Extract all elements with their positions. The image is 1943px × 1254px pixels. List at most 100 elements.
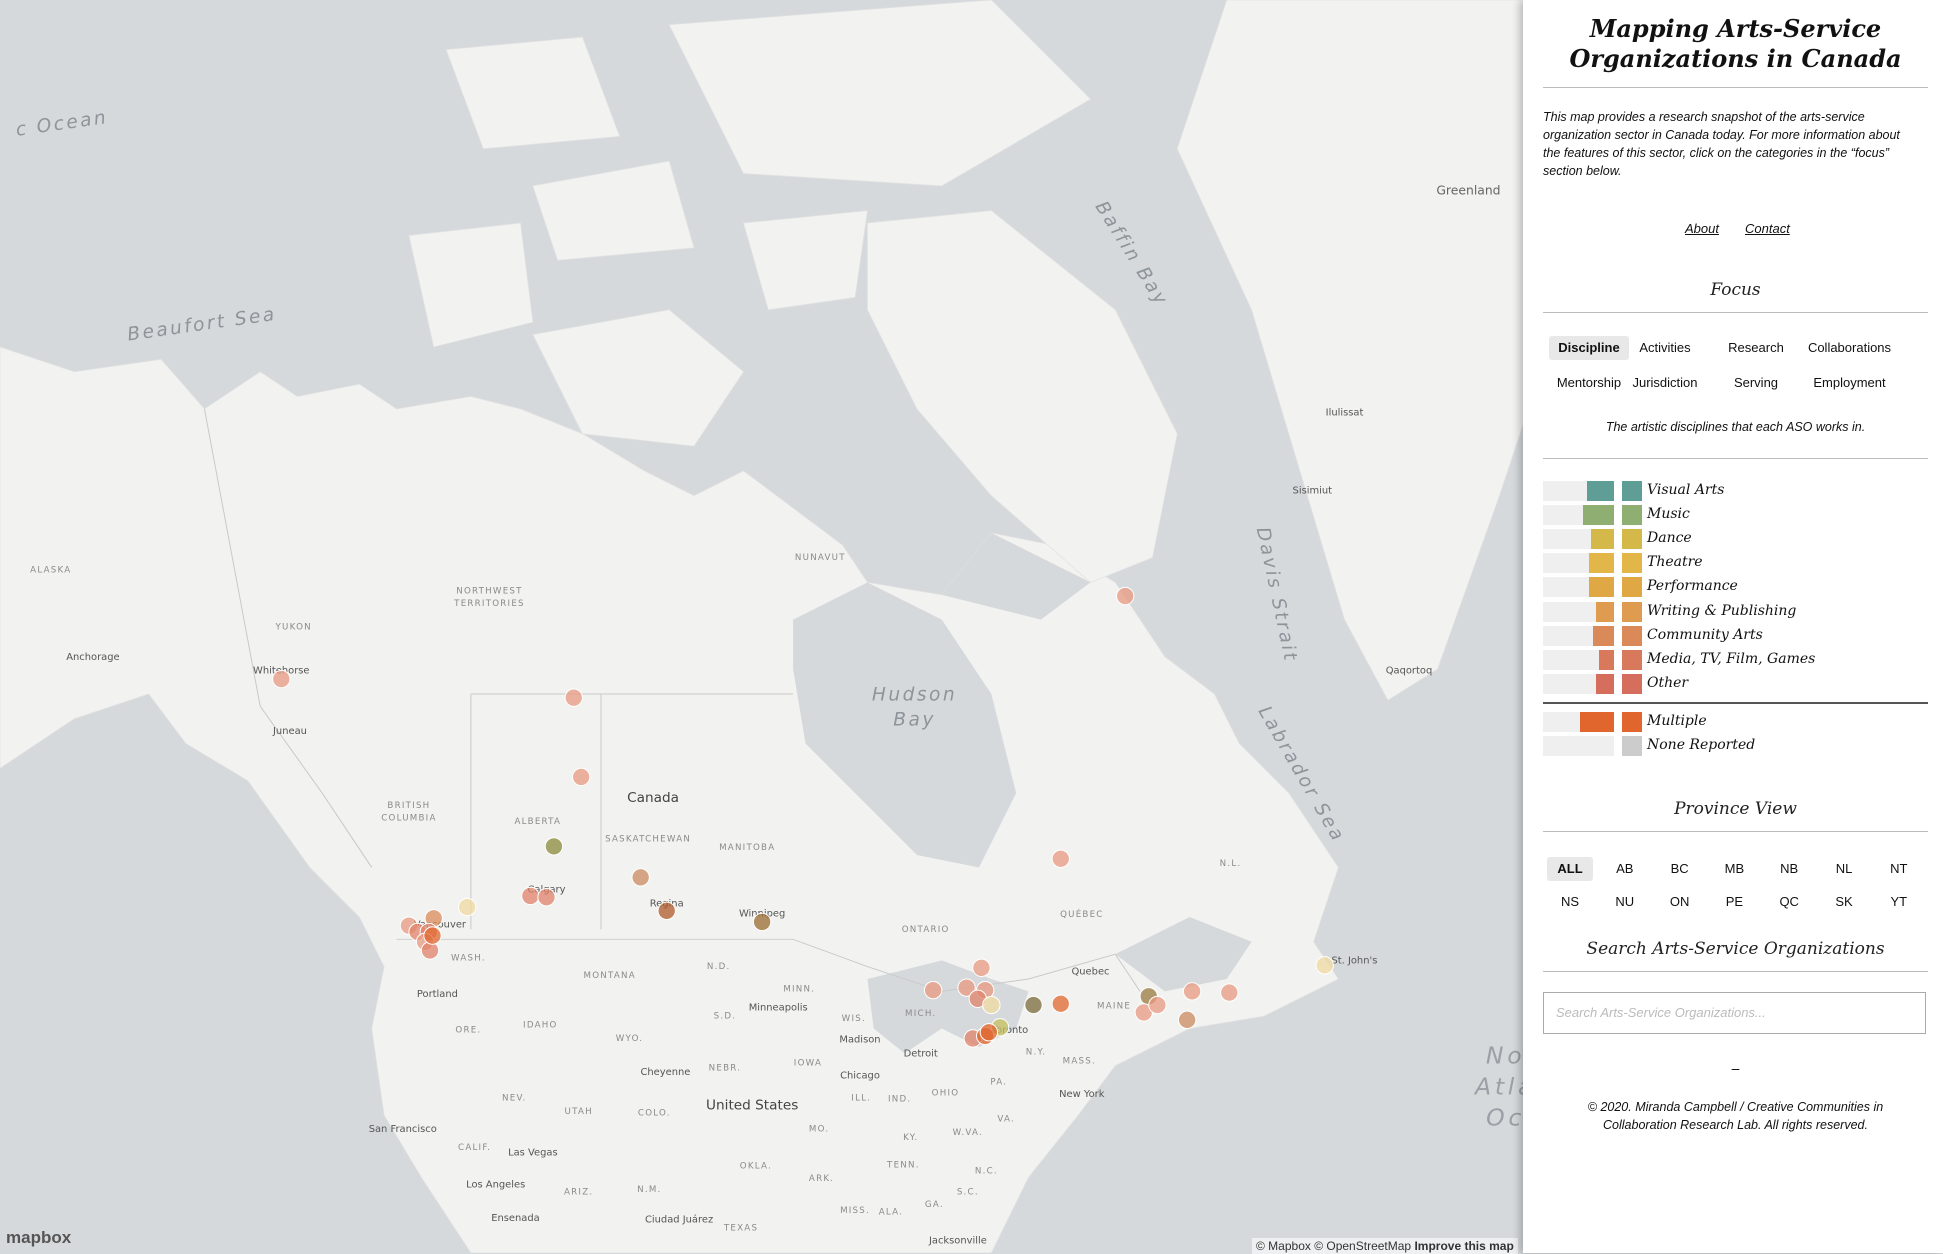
map-label: ONTARIO [902, 925, 950, 935]
legend-row[interactable]: Visual Arts [1543, 481, 1928, 501]
map-label: ARIZ. [564, 1188, 593, 1198]
map-label: Toronto [991, 1025, 1029, 1036]
legend-label: Writing & Publishing [1647, 602, 1797, 619]
province-button[interactable]: PE [1725, 894, 1744, 909]
legend-bar [1583, 505, 1614, 526]
province-button[interactable]: SK [1835, 894, 1853, 909]
organization-marker[interactable] [1177, 1010, 1197, 1030]
organization-marker[interactable] [1148, 995, 1167, 1015]
province-button[interactable]: NU [1615, 894, 1635, 909]
borders [203, 408, 1141, 992]
province-title: Province View [1674, 799, 1797, 819]
organization-marker[interactable] [564, 688, 583, 707]
organization-marker[interactable] [982, 995, 1001, 1015]
organization-marker[interactable] [631, 868, 650, 887]
province-button[interactable]: BC [1670, 861, 1689, 876]
organization-marker[interactable] [957, 978, 976, 997]
legend-swatch [1622, 673, 1642, 694]
focus-tab[interactable]: Mentorship [1556, 375, 1622, 390]
legend-bar [1593, 625, 1614, 646]
province-button[interactable]: AB [1616, 861, 1634, 876]
contact-link[interactable]: Contact [1745, 221, 1790, 236]
baffin-island [867, 210, 1178, 583]
legend-row[interactable]: Multiple [1543, 712, 1928, 732]
organization-marker[interactable] [972, 958, 991, 977]
province-button[interactable]: ALL [1547, 857, 1593, 881]
map-label: SASKATCHEWAN [605, 834, 691, 844]
organization-marker[interactable] [979, 1023, 999, 1042]
improve-link[interactable]: Improve this map [1414, 1239, 1514, 1253]
attribution-text: © Mapbox © OpenStreetMap [1256, 1239, 1412, 1253]
province-button[interactable]: NS [1560, 894, 1580, 909]
province-button[interactable]: YT [1890, 894, 1908, 909]
legend-bar [1590, 529, 1614, 550]
map-label: Detroit [904, 1048, 938, 1059]
organization-marker[interactable] [544, 837, 564, 856]
focus-tab[interactable]: Serving [1733, 375, 1779, 390]
legend-swatch [1622, 577, 1642, 598]
organization-marker[interactable] [1051, 849, 1070, 868]
legend-row[interactable]: Community Arts [1543, 625, 1928, 646]
province-button[interactable]: NL [1835, 861, 1853, 876]
legend-label: Theatre [1647, 554, 1703, 571]
legend-row[interactable]: None Reported [1543, 736, 1928, 756]
map-label: GA. [925, 1200, 944, 1210]
province-button[interactable]: NT [1890, 861, 1908, 876]
organization-marker[interactable] [423, 926, 442, 945]
focus-tab[interactable]: Employment [1813, 375, 1886, 390]
greenland [1176, 0, 1523, 701]
map-label: No [1486, 1042, 1523, 1070]
mapbox-logo: mapbox [6, 1228, 72, 1247]
province-button[interactable]: NB [1780, 861, 1799, 876]
legend-row[interactable]: Other [1543, 673, 1928, 694]
map-label: N.C. [975, 1167, 998, 1177]
organization-marker[interactable] [537, 888, 556, 907]
organization-marker[interactable] [458, 897, 477, 917]
search-input[interactable]: Search Arts-Service Organizations... [1543, 992, 1926, 1034]
organization-marker[interactable] [657, 901, 676, 920]
legend-label: Music [1647, 506, 1690, 523]
map-label: OHIO [932, 1088, 960, 1098]
province-button[interactable]: MB [1724, 861, 1745, 876]
map-label: W.VA. [953, 1128, 983, 1138]
map-label: Jacksonville [928, 1235, 987, 1246]
province-button[interactable]: QC [1779, 894, 1799, 909]
organization-marker[interactable] [1116, 586, 1135, 606]
organization-marker[interactable] [1051, 994, 1070, 1013]
organization-marker[interactable] [923, 980, 943, 1000]
island [532, 160, 695, 261]
focus-tab[interactable]: Research [1728, 340, 1784, 355]
focus-tab[interactable]: Collaborations [1807, 340, 1892, 355]
map-label: Cheyenne [640, 1067, 690, 1078]
legend-row[interactable]: Theatre [1543, 553, 1928, 574]
organization-marker[interactable] [1220, 983, 1239, 1002]
legend-row[interactable]: Writing & Publishing [1543, 601, 1928, 622]
legend-row[interactable]: Media, TV, Film, Games [1543, 649, 1928, 670]
organization-marker[interactable] [1024, 995, 1043, 1015]
ellesmere-island [668, 0, 1092, 187]
focus-tab[interactable]: Discipline [1549, 336, 1629, 360]
legend-row[interactable]: Music [1543, 505, 1928, 526]
organization-marker[interactable] [272, 669, 291, 689]
map-label: VA. [997, 1114, 1015, 1124]
focus-tab[interactable]: Activities [1639, 340, 1691, 355]
legend-bar-bg [1543, 736, 1614, 756]
legend-row[interactable]: Dance [1543, 529, 1928, 550]
map-label: MISS. [840, 1206, 870, 1216]
map-label: St. John's [1331, 955, 1377, 966]
legend-row[interactable]: Performance [1543, 577, 1928, 598]
organization-marker[interactable] [572, 767, 591, 787]
organization-marker[interactable] [752, 912, 772, 932]
organization-marker[interactable] [1182, 982, 1202, 1001]
about-link[interactable]: About [1685, 221, 1719, 236]
legend-label: Dance [1647, 530, 1692, 547]
organization-marker[interactable] [1315, 956, 1334, 975]
organization-marker[interactable] [521, 886, 540, 906]
attribution: © Mapbox © OpenStreetMap Improve this ma… [1252, 1238, 1518, 1254]
focus-tab[interactable]: Jurisdiction [1632, 375, 1698, 390]
province-button[interactable]: ON [1669, 894, 1690, 909]
map-label: S.D. [714, 1012, 737, 1022]
